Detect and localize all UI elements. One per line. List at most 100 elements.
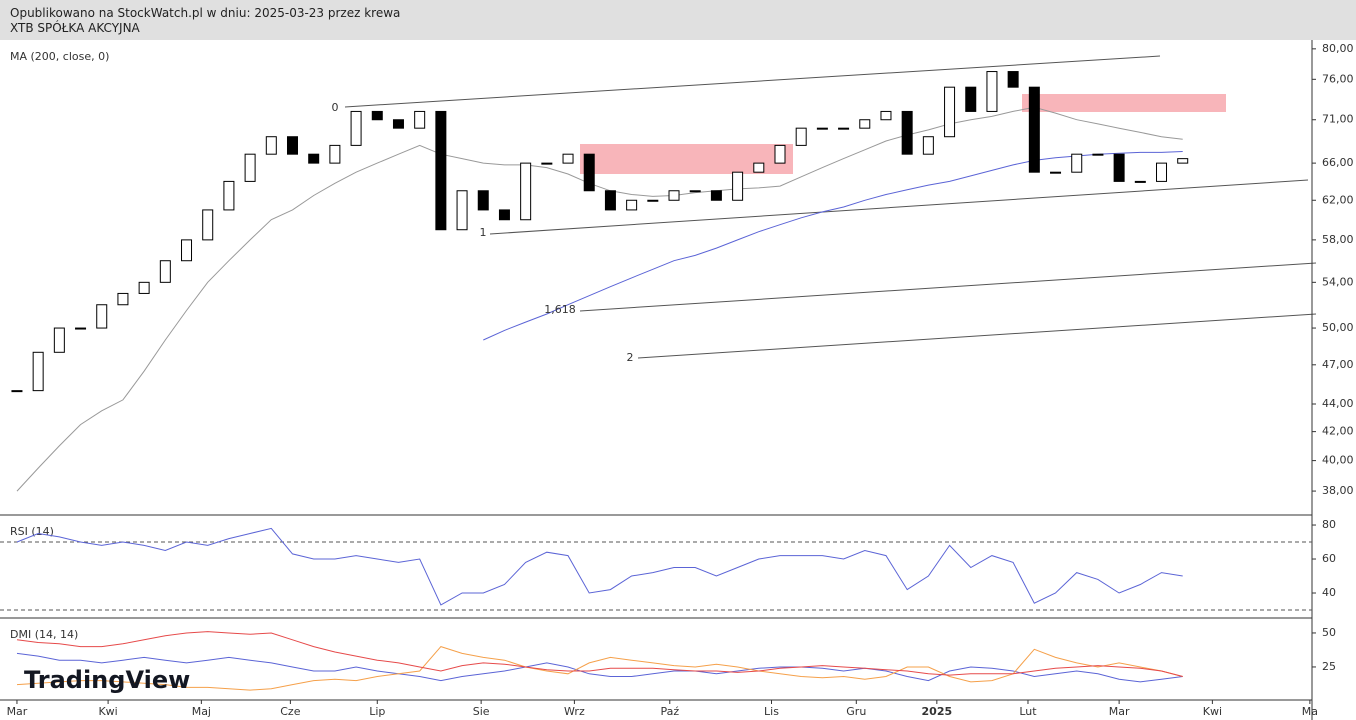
y-tick-label: 76,00 [1322, 72, 1354, 85]
candle [668, 190, 680, 201]
candle [583, 153, 595, 192]
line [16, 527, 1183, 606]
x-tick-label: Gru [846, 705, 866, 718]
line [16, 631, 1183, 677]
candle [414, 110, 426, 129]
x-tick-label: Maj [192, 705, 211, 718]
fib-label: 1 [480, 226, 487, 239]
candle [541, 162, 553, 165]
candle [710, 190, 722, 201]
logo: TradingView [24, 666, 190, 694]
candle [308, 153, 320, 164]
candle [11, 390, 23, 393]
candle [901, 110, 913, 155]
y-tick-label: 62,00 [1322, 193, 1354, 206]
x-tick-label: Cze [280, 705, 300, 718]
published: Opublikowano na StockWatch.pl w dniu: 20… [10, 6, 401, 20]
y-tick-label: 40,00 [1322, 454, 1354, 467]
x-tick-label: 2025 [922, 705, 953, 718]
candle [202, 209, 214, 241]
candle [1050, 171, 1062, 174]
candle [138, 281, 150, 294]
y-tick-label: 71,00 [1322, 113, 1354, 126]
x-tick-label: Kwi [98, 705, 117, 718]
candle [1028, 86, 1040, 173]
drawings [344, 55, 1317, 359]
x-tick-label: Wrz [564, 705, 585, 718]
pane-label: DMI (14, 14) [10, 628, 78, 641]
fib-label: 2 [627, 351, 634, 364]
candle [159, 260, 171, 283]
candle [75, 327, 87, 330]
y-tick-label: 60 [1322, 552, 1336, 565]
y-tick-label: 25 [1322, 660, 1336, 673]
trend-line [489, 179, 1309, 235]
y-tick-label: 47,00 [1322, 358, 1354, 371]
candle [329, 144, 341, 164]
fib-line [637, 313, 1317, 359]
fib-label: 0 [332, 101, 339, 114]
candle [647, 199, 659, 202]
candle [350, 110, 362, 146]
logo-text: TradingView [24, 666, 191, 694]
candle [816, 127, 828, 130]
y-tick-label: 40 [1322, 586, 1336, 599]
candle [286, 136, 298, 155]
y-tick-label: 44,00 [1322, 397, 1354, 410]
y-tick-label: 80,00 [1322, 42, 1354, 55]
candle [774, 144, 786, 164]
candle [965, 86, 977, 112]
candle [520, 162, 532, 221]
candle [1071, 153, 1083, 173]
candle [1156, 162, 1168, 182]
candle [1134, 180, 1146, 183]
candle [477, 190, 489, 211]
candle [604, 190, 616, 211]
candle [1007, 71, 1019, 88]
x-tick-label: Mar [1109, 705, 1130, 718]
candle [435, 110, 447, 231]
trend-line [344, 55, 1161, 108]
candle [880, 110, 892, 121]
header: Opublikowano na StockWatch.pl w dniu: 20… [0, 0, 1356, 40]
candle [371, 110, 383, 121]
candle [732, 171, 744, 201]
candle [53, 327, 65, 353]
candle [117, 292, 129, 306]
candle [944, 86, 956, 138]
y-tick-label: 50,00 [1322, 321, 1354, 334]
x-tick-label: Sie [473, 705, 490, 718]
y-tick-label: 54,00 [1322, 275, 1354, 288]
x-tick-label: Lut [1019, 705, 1037, 718]
zone [1022, 94, 1226, 112]
candle [456, 190, 468, 231]
line [483, 151, 1183, 341]
candle [1177, 158, 1189, 164]
symbol: XTB SPÓŁKA AKCYJNA [10, 21, 140, 35]
candle [986, 71, 998, 112]
fib-line [579, 262, 1317, 312]
y-tick-label: 58,00 [1322, 233, 1354, 246]
candle [795, 127, 807, 146]
candle [1113, 153, 1125, 182]
candle [838, 127, 850, 130]
candle [32, 351, 44, 392]
x-tick-label: Lis [764, 705, 779, 718]
chart: MA (200, close, 0) 38,00 40,00 42,00 44,00 47… [0, 40, 1354, 720]
candle [392, 119, 404, 129]
y-tick-label: 50 [1322, 626, 1336, 639]
line [16, 652, 1183, 683]
candle [498, 209, 510, 221]
y-tick-label: 66,00 [1322, 156, 1354, 169]
candle [223, 180, 235, 211]
line [16, 106, 1183, 492]
candle [96, 304, 108, 329]
candle [753, 162, 765, 173]
candle [1092, 153, 1104, 156]
candle [244, 153, 256, 182]
x-tick-label: Mar [7, 705, 28, 718]
fib-label: 1,618 [544, 303, 576, 316]
candle [181, 239, 193, 262]
x-tick-label: Paź [660, 705, 679, 718]
